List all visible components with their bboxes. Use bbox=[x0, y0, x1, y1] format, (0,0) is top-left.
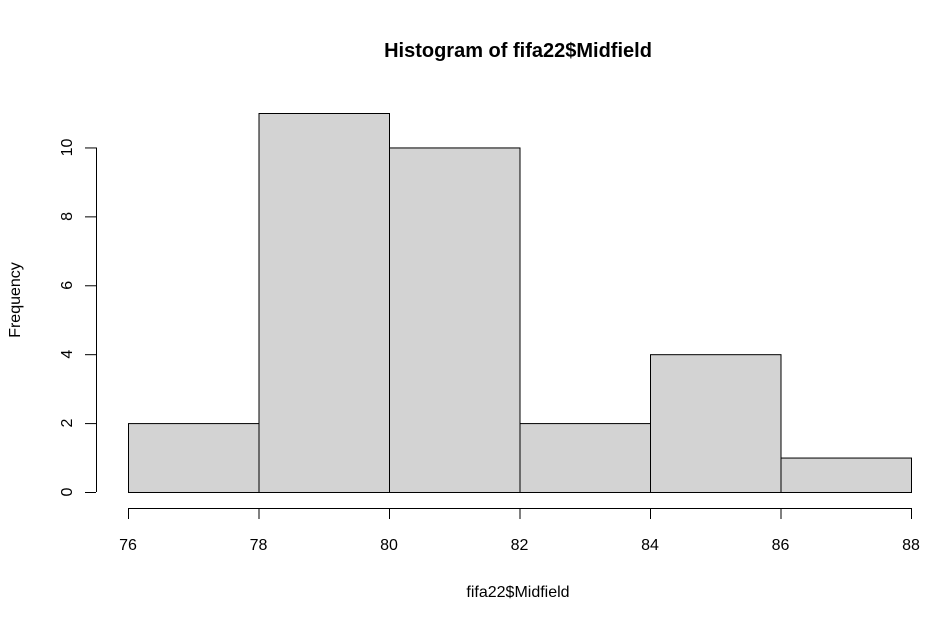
x-axis-label: fifa22$Midfield bbox=[466, 584, 569, 601]
histogram-bar-78-80 bbox=[258, 113, 390, 493]
x-tick-label-80: 80 bbox=[380, 537, 398, 554]
histogram-bar-86-88 bbox=[780, 457, 912, 493]
x-tick-label-76: 76 bbox=[119, 537, 137, 554]
x-tick-label-78: 78 bbox=[250, 537, 268, 554]
chart-title: Histogram of fifa22$Midfield bbox=[384, 40, 652, 62]
y-tick-label-4: 4 bbox=[59, 350, 76, 359]
x-tick-label-82: 82 bbox=[511, 537, 529, 554]
y-tick-label-6: 6 bbox=[59, 281, 76, 290]
histogram-bars bbox=[128, 113, 912, 493]
y-tick-label-0: 0 bbox=[59, 487, 76, 496]
histogram-bar-84-86 bbox=[650, 354, 782, 493]
y-axis-label: Frequency bbox=[7, 262, 24, 338]
x-axis: 76 78 80 82 84 86 88 bbox=[119, 508, 920, 554]
x-tick-label-88: 88 bbox=[902, 537, 920, 554]
histogram-bar-82-84 bbox=[519, 423, 651, 493]
x-tick-label-86: 86 bbox=[772, 537, 790, 554]
y-axis: 0 2 4 6 8 10 bbox=[59, 138, 97, 496]
histogram-bar-80-82 bbox=[389, 147, 521, 493]
histogram-bar-76-78 bbox=[128, 423, 260, 493]
y-tick-label-8: 8 bbox=[59, 212, 76, 221]
y-tick-label-2: 2 bbox=[59, 419, 76, 428]
y-tick-label-10: 10 bbox=[59, 138, 76, 156]
x-tick-label-84: 84 bbox=[641, 537, 659, 554]
